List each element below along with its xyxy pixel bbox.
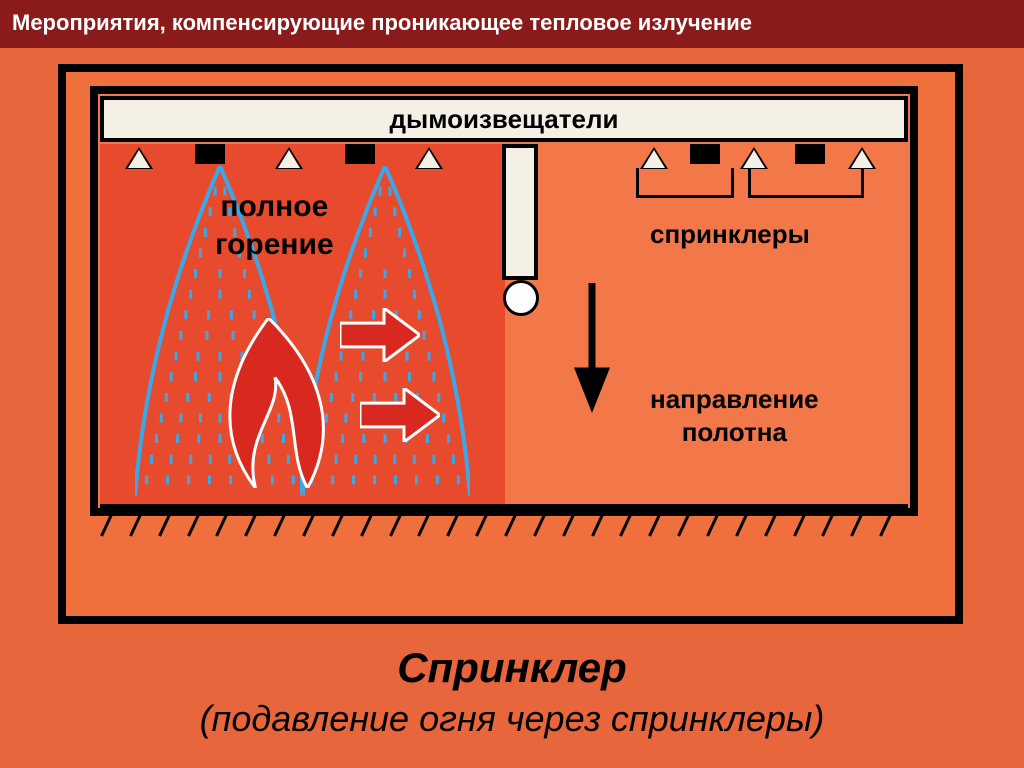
curtain-rail: [502, 144, 538, 280]
smoke-detector-label: дымоизвещатели: [390, 104, 619, 135]
smoke-detector-box-icon: [795, 144, 825, 164]
arrow-down-icon: [574, 283, 610, 413]
diagram-title: Спринклер: [0, 644, 1024, 692]
curtain-direction-label: направлениеполотна: [650, 383, 819, 448]
sprinkler-triangle-icon: [640, 144, 668, 169]
smoke-detector-box-icon: [195, 144, 225, 164]
sprinkler-triangle-icon: [848, 144, 876, 169]
floor-line: [100, 504, 908, 510]
curtain-roller: [503, 280, 539, 316]
subtitle-text: (подавление огня через спринклеры): [200, 698, 825, 739]
heat-arrow-1: [340, 308, 420, 362]
heat-arrow-2: [360, 388, 440, 442]
bracket-right: [748, 168, 864, 198]
sprinklers-label: спринклеры: [650, 218, 810, 251]
smoke-detector-box-icon: [345, 144, 375, 164]
flame-icon: [210, 318, 340, 488]
sprinkler-triangle-icon: [740, 144, 768, 169]
diagram-main: дымоизвещатели полноегорение спринклеры …: [0, 48, 1024, 768]
header-text: Мероприятия, компенсирующие проникающее …: [12, 10, 752, 35]
diagram-subtitle: (подавление огня через спринклеры): [0, 698, 1024, 740]
slide-header: Мероприятия, компенсирующие проникающее …: [0, 0, 1024, 48]
title-text: Спринклер: [397, 644, 627, 691]
smoke-detector-bar: дымоизвещатели: [100, 96, 908, 142]
smoke-detector-box-icon: [690, 144, 720, 164]
full-combustion-label: полноегорение: [215, 188, 334, 263]
bracket-left: [636, 168, 734, 198]
